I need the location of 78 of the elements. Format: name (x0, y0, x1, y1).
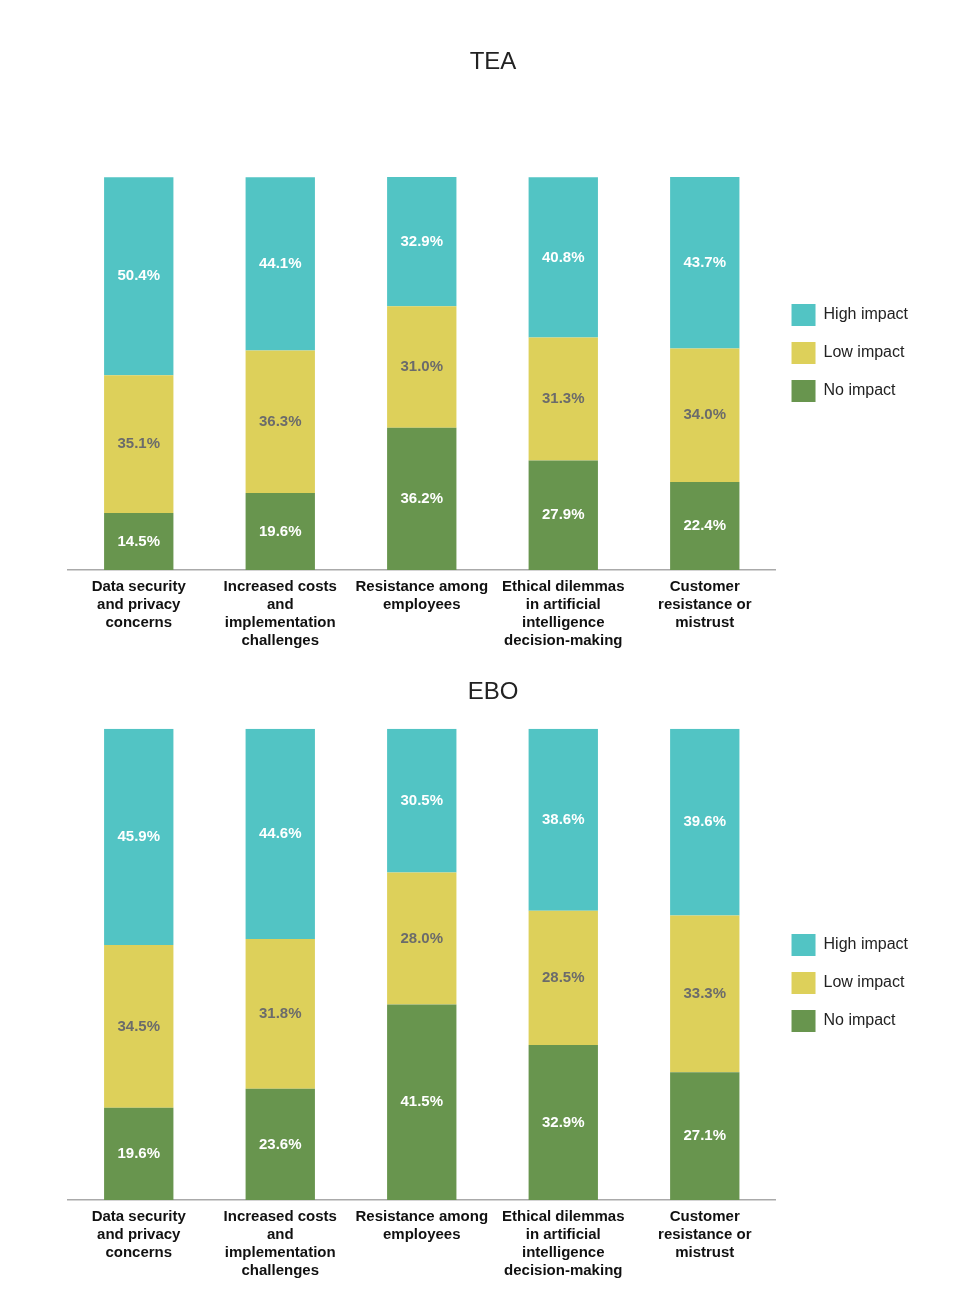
bar (387, 427, 457, 570)
data-label: 32.9% (400, 231, 444, 249)
data-label: 31.3% (541, 389, 585, 407)
bar (104, 375, 174, 514)
chart-title: EBO (467, 677, 519, 705)
data-label: 31.0% (400, 357, 444, 375)
bar (528, 728, 598, 911)
data-label: 38.6% (541, 809, 585, 827)
bar (528, 910, 598, 1045)
data-label: 32.9% (541, 1112, 585, 1130)
legend-label: High impact (823, 935, 909, 953)
chart-title: TEA (469, 47, 517, 75)
data-label: 23.6% (258, 1134, 302, 1152)
bar (528, 337, 598, 461)
bar (104, 1107, 174, 1200)
x-tick-label: Ethical dilemmas in artificial intelligence decision-making (501, 577, 625, 649)
x-tick-label: Ethical dilemmas in artificial intelligence decision-making (501, 1207, 625, 1279)
legend-label: Low impact (823, 973, 905, 991)
legend-label: No impact (823, 1011, 897, 1029)
data-label: 36.3% (258, 411, 302, 429)
data-label: 14.5% (117, 531, 161, 549)
data-label: 28.0% (400, 928, 444, 946)
bar (245, 493, 315, 570)
data-label: 40.8% (541, 247, 585, 265)
data-label: 30.5% (400, 790, 444, 808)
x-tick-label: Data security and privacy concerns (91, 577, 187, 631)
bar (670, 915, 740, 1073)
bar (670, 348, 740, 483)
data-label: 45.9% (117, 827, 161, 845)
bar (245, 350, 315, 494)
bar (245, 938, 315, 1089)
data-label: 36.2% (400, 489, 444, 507)
bar (387, 872, 457, 1005)
data-label: 44.1% (258, 254, 302, 272)
bar (670, 482, 740, 570)
data-label: 19.6% (117, 1143, 161, 1161)
bar (387, 1004, 457, 1200)
x-tick-label: Increased costs and implementation challenges (223, 577, 337, 649)
bar (245, 728, 315, 939)
x-tick-label: Resistance among employees (355, 1207, 489, 1243)
bar (387, 728, 457, 873)
bar (104, 728, 174, 946)
data-label: 31.8% (258, 1004, 302, 1022)
bar (387, 306, 457, 428)
data-label: 43.7% (683, 252, 727, 270)
data-label: 28.5% (541, 967, 585, 985)
data-label: 44.6% (258, 824, 302, 842)
bar (104, 513, 174, 570)
legend-label: High impact (823, 305, 909, 323)
bar (245, 1088, 315, 1200)
bar (387, 176, 457, 307)
bar (528, 1044, 598, 1200)
x-tick-label: Resistance among employees (355, 577, 489, 613)
data-label: 39.6% (683, 812, 727, 830)
bar (104, 945, 174, 1108)
x-tick-label: Customer resistance or mistrust (658, 577, 752, 631)
data-label: 27.9% (541, 505, 585, 523)
data-label: 19.6% (258, 521, 302, 539)
data-label: 50.4% (117, 266, 161, 284)
bar (670, 1072, 740, 1200)
bar (104, 177, 174, 376)
x-tick-label: Increased costs and implementation challenges (223, 1207, 337, 1279)
x-tick-label: Customer resistance or mistrust (658, 1207, 752, 1261)
data-label: 35.1% (117, 434, 161, 452)
data-label: 34.0% (683, 405, 727, 423)
bar (528, 460, 598, 570)
data-label: 27.1% (683, 1126, 727, 1144)
bar (670, 176, 740, 349)
data-label: 22.4% (683, 516, 727, 534)
data-label: 34.5% (117, 1016, 161, 1034)
data-label: 41.5% (400, 1092, 444, 1110)
legend-label: Low impact (823, 343, 905, 361)
bar (528, 177, 598, 338)
bar (245, 177, 315, 351)
data-label: 33.3% (683, 983, 727, 1001)
x-tick-label: Data security and privacy concerns (91, 1207, 187, 1261)
legend-label: No impact (823, 381, 897, 399)
bar (670, 728, 740, 916)
